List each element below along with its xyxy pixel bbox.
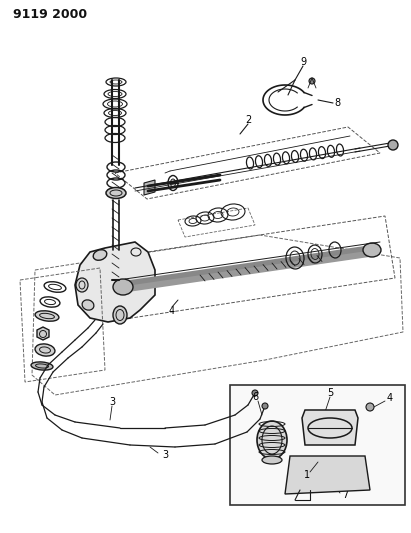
Ellipse shape: [363, 243, 381, 257]
Text: 3: 3: [162, 450, 168, 460]
Circle shape: [262, 403, 268, 409]
Ellipse shape: [106, 188, 126, 198]
Polygon shape: [302, 410, 358, 445]
Circle shape: [309, 78, 315, 84]
Ellipse shape: [93, 250, 107, 260]
Ellipse shape: [35, 311, 59, 321]
Text: 9119 2000: 9119 2000: [13, 7, 87, 20]
Text: 6: 6: [252, 392, 258, 402]
Ellipse shape: [113, 279, 133, 295]
Circle shape: [252, 390, 258, 396]
Polygon shape: [37, 327, 49, 340]
Ellipse shape: [82, 300, 94, 310]
Ellipse shape: [31, 362, 53, 370]
Ellipse shape: [76, 278, 88, 292]
Text: 1: 1: [304, 470, 310, 480]
Text: 8: 8: [334, 98, 340, 108]
Text: 7: 7: [342, 490, 348, 500]
Ellipse shape: [262, 456, 282, 464]
Text: 5: 5: [327, 388, 333, 398]
Circle shape: [366, 403, 374, 411]
Polygon shape: [285, 456, 370, 494]
Text: 9: 9: [300, 57, 306, 67]
Ellipse shape: [257, 421, 287, 459]
Ellipse shape: [35, 344, 55, 356]
Text: 2: 2: [245, 115, 251, 125]
Text: 4: 4: [387, 393, 393, 403]
Circle shape: [388, 140, 398, 150]
Polygon shape: [75, 242, 155, 322]
Text: 3: 3: [109, 397, 115, 407]
Polygon shape: [144, 180, 155, 195]
Bar: [230, 385, 405, 505]
Ellipse shape: [113, 306, 127, 324]
Text: 4: 4: [169, 306, 175, 316]
